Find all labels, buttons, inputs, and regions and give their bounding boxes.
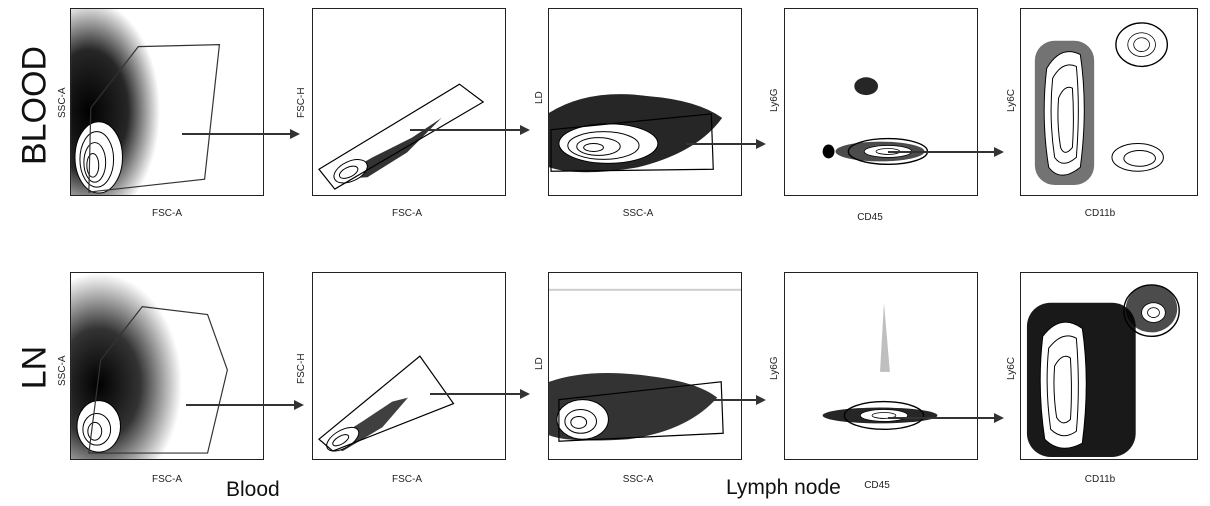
ln-fsca-fsch-plot — [312, 272, 506, 460]
ln-cd11b-ly6c-svg — [1026, 284, 1180, 457]
ln-ssc-ld-plot — [548, 272, 742, 460]
caption-lymph-node: Lymph node — [726, 476, 841, 499]
blood-p3-xlabel: SSC-A — [622, 208, 654, 219]
ln-p2-xlabel: FSC-A — [392, 474, 422, 485]
ln-fsc-ssc-svg — [71, 273, 228, 459]
blood-cd11b-ly6c-plot — [1020, 8, 1198, 196]
blood-p1-xlabel: FSC-A — [152, 208, 182, 219]
ln-fsca-fsch-svg — [318, 355, 455, 452]
blood-fsc-ssc-gate — [88, 44, 221, 193]
ln-singlet-gate — [318, 355, 455, 452]
blood-fsc-ssc-svg — [71, 9, 221, 195]
blood-p2-xlabel: FSC-A — [392, 208, 422, 219]
ln-p4-xlabel: CD45 — [864, 480, 890, 491]
blood-fsca-fsch-svg — [318, 83, 485, 190]
blood-singlet-gate — [318, 83, 485, 190]
blood-cd45-ly6g-svg — [822, 77, 929, 166]
blood-ssc-ld-svg — [549, 94, 723, 173]
ln-cd45-gate — [843, 400, 925, 431]
ln-ssc-ld-svg — [549, 288, 741, 442]
ln-fsc-ssc-gate — [88, 306, 228, 454]
ln-p5-xlabel: CD11b — [1084, 474, 1116, 485]
blood-ssc-ld-plot — [548, 8, 742, 196]
ln-cd45-ly6g-svg — [822, 302, 938, 431]
blood-monocyte-gate — [1115, 22, 1169, 68]
ln-cd45-ly6g-plot — [784, 272, 978, 460]
caption-blood: Blood — [226, 478, 280, 501]
ln-cd11b-ly6c-plot — [1020, 272, 1198, 460]
blood-cd11b-ly6c-svg — [1034, 22, 1169, 186]
ln-p3-xlabel: SSC-A — [622, 474, 654, 485]
ln-monocyte-gate — [1123, 284, 1180, 338]
blood-p5-xlabel: CD11b — [1084, 208, 1116, 219]
ln-fsc-ssc-plot — [70, 272, 264, 460]
blood-fsca-fsch-plot — [312, 8, 506, 196]
blood-cd45-ly6g-plot — [784, 8, 978, 196]
blood-p4-xlabel: CD45 — [857, 212, 883, 223]
blood-live-gate — [550, 113, 714, 172]
ln-live-gate — [558, 381, 724, 442]
blood-fsc-ssc-plot — [70, 8, 264, 196]
ln-p1-xlabel: FSC-A — [152, 474, 182, 485]
